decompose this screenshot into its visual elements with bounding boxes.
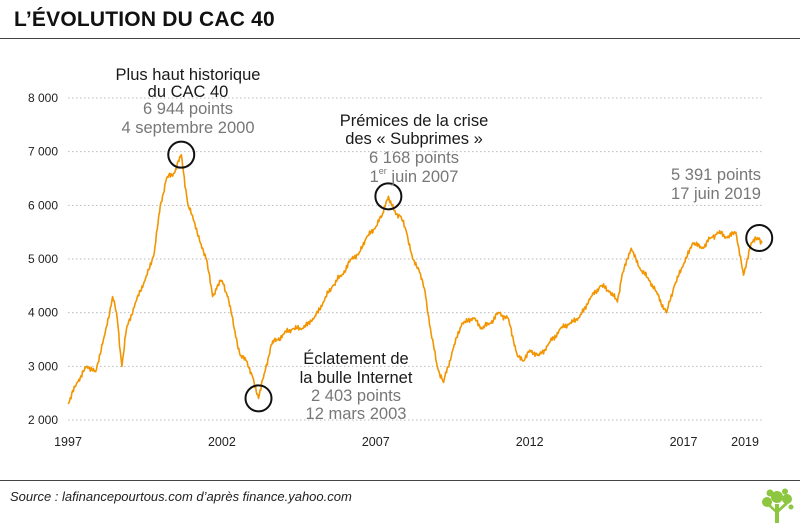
annotation-peak-2000-line1: Plus haut historique bbox=[116, 66, 261, 84]
x-tick-label: 2012 bbox=[516, 435, 544, 449]
annotation-subprimes-line1: Prémices de la crise bbox=[340, 112, 489, 130]
annotation-subprimes-line2: des « Subprimes » bbox=[345, 130, 483, 148]
annotation-latest-points: 5 391 points bbox=[671, 166, 761, 184]
y-axis-ticks: 2 000 3 000 4 000 5 000 6 000 7 000 8 000 bbox=[28, 91, 58, 427]
annotation-bubble-date: 12 mars 2003 bbox=[306, 405, 407, 423]
annotation-peak-2000-points: 6 944 points bbox=[143, 100, 233, 118]
annotation-peak-2000-date: 4 septembre 2000 bbox=[121, 119, 254, 137]
y-tick-label: 7 000 bbox=[28, 145, 58, 159]
tree-logo-shape bbox=[762, 488, 794, 523]
annotation-circle-4 bbox=[745, 224, 774, 253]
y-tick-label: 4 000 bbox=[28, 306, 58, 320]
x-tick-label: 2019 bbox=[731, 435, 759, 449]
annotation-markers bbox=[167, 140, 774, 413]
y-tick-label: 3 000 bbox=[28, 359, 58, 373]
x-tick-label: 2007 bbox=[362, 435, 390, 449]
x-tick-label: 1997 bbox=[54, 435, 82, 449]
source-note: Source : lafinancepourtous.com d’après f… bbox=[10, 489, 352, 504]
y-tick-label: 6 000 bbox=[28, 198, 58, 212]
y-tick-label: 8 000 bbox=[28, 91, 58, 105]
y-tick-label: 5 000 bbox=[28, 252, 58, 266]
annotation-circle-1 bbox=[167, 140, 196, 169]
x-tick-label: 2002 bbox=[208, 435, 236, 449]
annotation-peak-2000: Plus haut historique du CAC 40 6 944 poi… bbox=[116, 66, 261, 137]
page-title: L’ÉVOLUTION DU CAC 40 bbox=[14, 8, 275, 31]
annotation-subprimes-date: 1er juin 2007 bbox=[370, 166, 459, 186]
cac40-series-line bbox=[67, 153, 763, 405]
annotation-bubble-2003: Éclatement de la bulle Internet 2 403 po… bbox=[300, 349, 413, 423]
x-axis-ticks: 1997 2002 2007 2012 2017 2019 bbox=[54, 435, 759, 449]
annotation-bubble-line1: Éclatement de bbox=[303, 349, 408, 368]
x-tick-label: 2017 bbox=[670, 435, 698, 449]
annotation-circle-3 bbox=[244, 384, 273, 413]
title-divider bbox=[0, 38, 800, 39]
cac40-line-chart: 2 000 3 000 4 000 5 000 6 000 7 000 8 000 1997… bbox=[28, 66, 774, 449]
series-layer bbox=[67, 153, 763, 405]
y-tick-label: 2 000 bbox=[28, 413, 58, 427]
annotation-latest-2019: 5 391 points 17 juin 2019 bbox=[671, 166, 761, 203]
annotation-subprimes-month-year: juin 2007 bbox=[387, 168, 459, 186]
footer-divider bbox=[0, 480, 800, 481]
tree-logo-icon bbox=[762, 488, 794, 523]
annotation-bubble-line2: la bulle Internet bbox=[300, 369, 413, 387]
annotation-bubble-points: 2 403 points bbox=[311, 387, 401, 405]
annotation-subprimes-day: 1 bbox=[370, 168, 379, 186]
annotation-subprimes-2007: Prémices de la crise des « Subprimes » 6… bbox=[340, 112, 489, 186]
annotation-latest-date: 17 juin 2019 bbox=[671, 185, 761, 203]
annotation-subprimes-ordinal: er bbox=[379, 166, 387, 176]
annotation-peak-2000-line2: du CAC 40 bbox=[148, 83, 229, 101]
annotation-subprimes-points: 6 168 points bbox=[369, 149, 459, 167]
annotation-circle-2 bbox=[374, 182, 403, 211]
